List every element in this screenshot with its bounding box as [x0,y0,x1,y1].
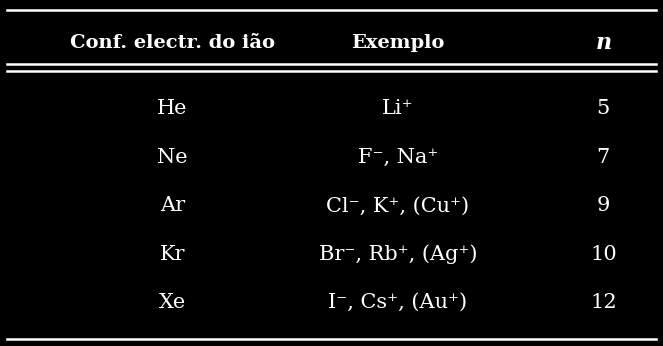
Text: Ne: Ne [157,148,188,167]
Text: Li⁺: Li⁺ [382,100,414,118]
Text: 9: 9 [597,197,610,215]
Text: 12: 12 [590,293,617,312]
Text: He: He [157,100,188,118]
Text: Cl⁻, K⁺, (Cu⁺): Cl⁻, K⁺, (Cu⁺) [326,197,469,215]
Text: F⁻, Na⁺: F⁻, Na⁺ [357,148,438,167]
Text: Br⁻, Rb⁺, (Ag⁺): Br⁻, Rb⁺, (Ag⁺) [318,245,477,264]
Text: Kr: Kr [160,245,185,264]
Text: 10: 10 [590,245,617,264]
Text: Xe: Xe [158,293,186,312]
Text: 7: 7 [597,148,610,167]
Text: n: n [595,32,611,54]
Text: Conf. electr. do ião: Conf. electr. do ião [70,34,275,52]
Text: Exemplo: Exemplo [351,34,444,52]
Text: Ar: Ar [160,197,185,215]
Text: I⁻, Cs⁺, (Au⁺): I⁻, Cs⁺, (Au⁺) [328,293,467,312]
Text: 5: 5 [597,100,610,118]
